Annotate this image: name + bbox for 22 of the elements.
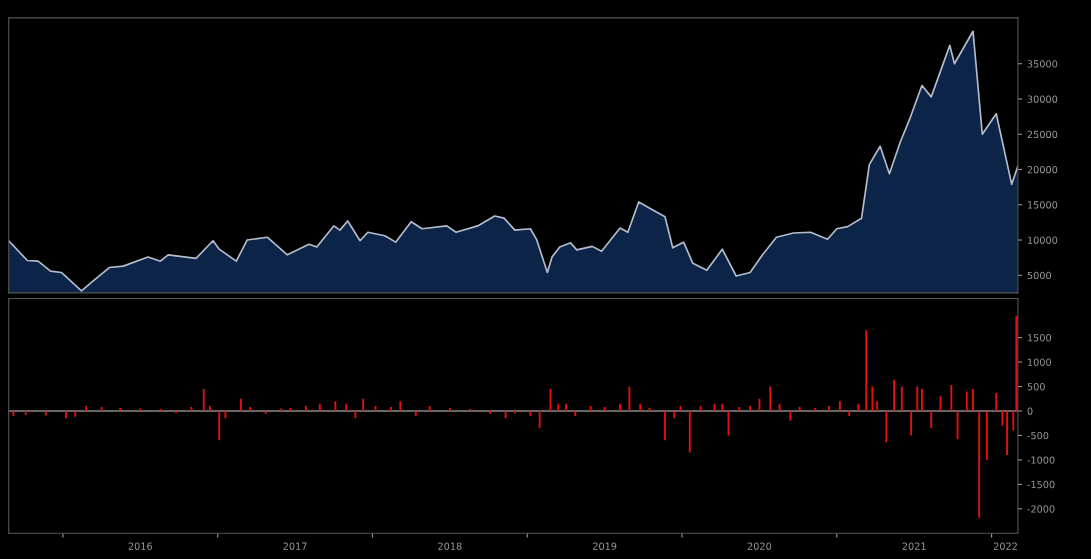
y-tick-label: 25000 xyxy=(1027,130,1058,139)
y-tick-label: 10000 xyxy=(1028,236,1058,244)
y-tick-label: -500 xyxy=(1027,431,1049,440)
x-tick-label: 2020 xyxy=(747,542,772,550)
y-tick-label: 20000 xyxy=(1027,165,1058,174)
x-tick-label: 2018 xyxy=(438,542,462,550)
y-tick-label: 35000 xyxy=(1027,60,1058,68)
x-tick-label: 2021 xyxy=(902,542,926,550)
y-tick-label: -1500 xyxy=(1027,480,1055,489)
y-tick-label: 30000 xyxy=(1027,95,1058,103)
x-tick-label: 2022 xyxy=(993,542,1017,550)
y-tick-label: 0 xyxy=(1027,407,1033,415)
y-tick-label: -1000 xyxy=(1027,456,1055,464)
y-tick-label: 5000 xyxy=(1027,271,1052,280)
x-tick-label: 2017 xyxy=(283,542,307,550)
x-tick-label: 2019 xyxy=(592,542,617,550)
y-tick-label: 500 xyxy=(1027,383,1045,391)
x-tick-label: 2016 xyxy=(128,542,153,550)
y-tick-label: -2000 xyxy=(1027,505,1055,513)
y-tick-label: 1000 xyxy=(1028,358,1052,366)
y-tick-label: 1500 xyxy=(1028,334,1052,342)
y-tick-label: 15000 xyxy=(1028,201,1058,209)
